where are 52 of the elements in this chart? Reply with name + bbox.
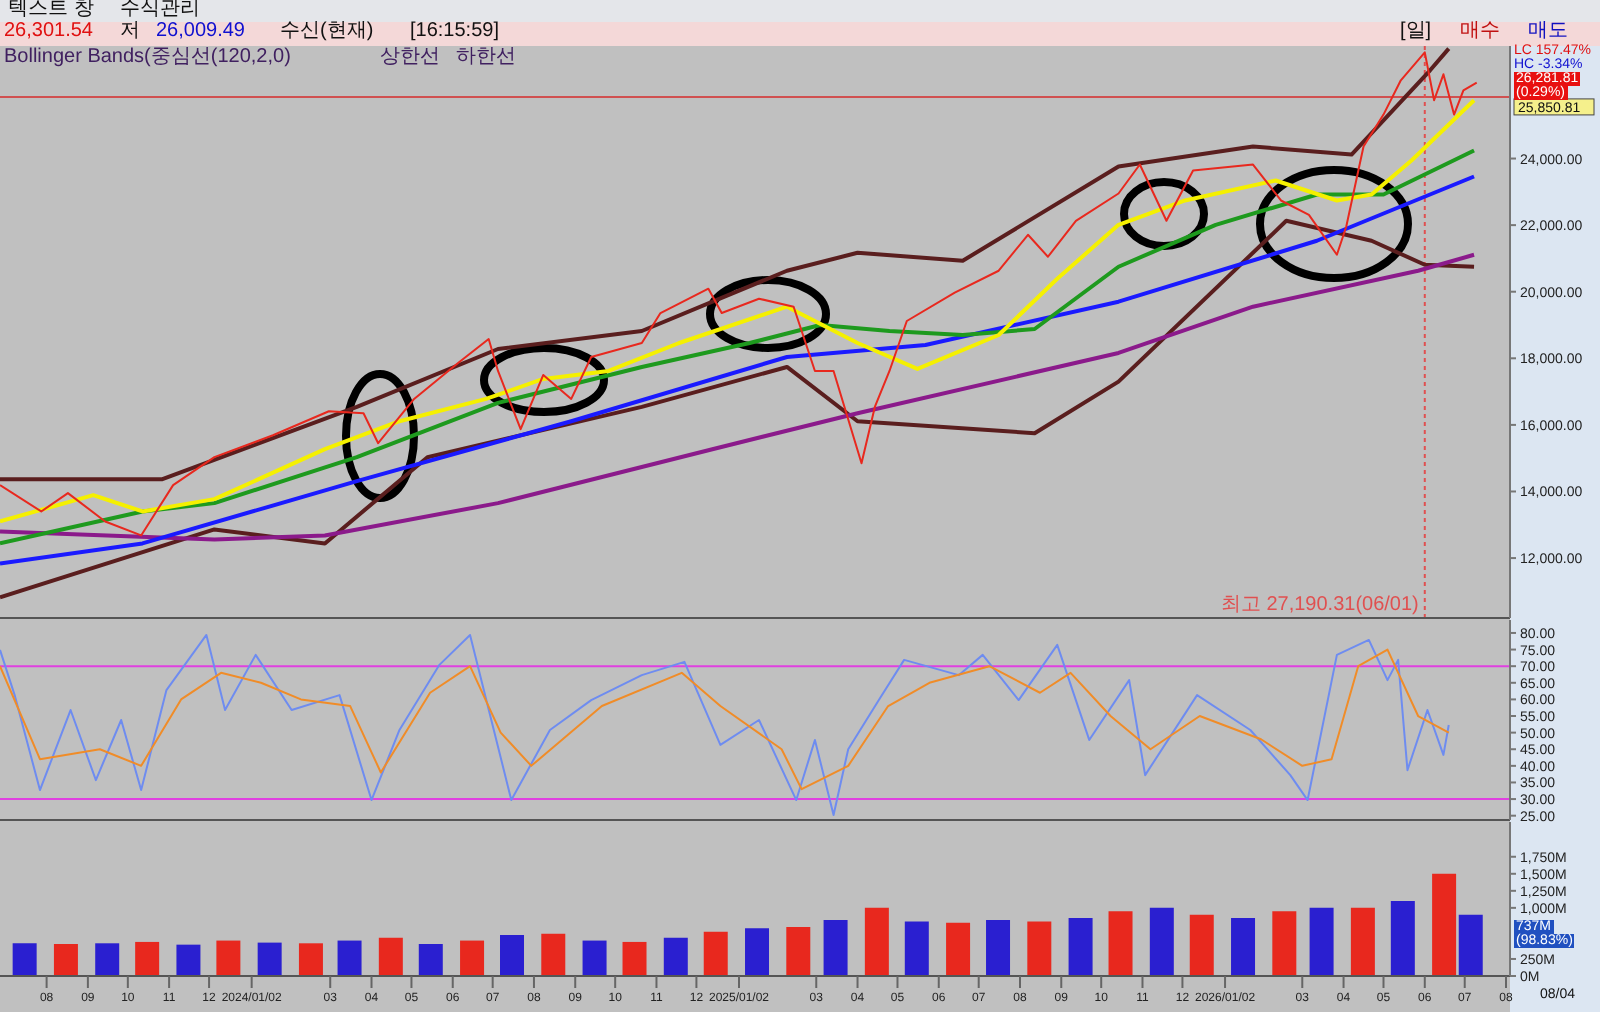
line-series	[0, 648, 1450, 791]
bar	[1189, 914, 1214, 976]
bar	[904, 921, 929, 976]
bar	[663, 937, 688, 976]
bar	[1390, 901, 1415, 976]
bar	[1350, 907, 1375, 976]
annotation: Bollinger Bands(중심선(120,2,0)	[4, 46, 291, 68]
bar	[298, 943, 323, 976]
bar	[460, 940, 485, 976]
bar	[864, 907, 889, 976]
text: 매도	[1528, 20, 1568, 42]
text: 수신(현재)	[280, 20, 374, 42]
line-series	[0, 252, 1477, 542]
bar	[176, 944, 201, 976]
bar	[703, 931, 728, 976]
bar	[257, 942, 282, 976]
bar	[53, 943, 78, 976]
bar	[1068, 918, 1093, 976]
bar	[946, 922, 971, 976]
bar	[12, 943, 37, 976]
bar	[1027, 921, 1052, 976]
bar	[1432, 873, 1457, 976]
bar	[1108, 911, 1133, 976]
bar	[1231, 918, 1256, 976]
bar	[1309, 907, 1334, 976]
bar	[500, 935, 525, 976]
bar	[823, 920, 848, 976]
text: 저	[120, 20, 140, 42]
bar	[582, 940, 607, 976]
bar	[1272, 911, 1297, 976]
bar	[541, 933, 566, 976]
bar	[1458, 914, 1483, 976]
annotation: 하한선	[456, 46, 516, 68]
text: [일]	[1400, 20, 1432, 42]
bar	[1149, 907, 1174, 976]
text: [16:15:59]	[410, 20, 499, 42]
bar	[337, 940, 362, 976]
bar	[786, 926, 811, 976]
text: 매수	[1460, 20, 1500, 42]
bar	[418, 943, 443, 976]
ref-line-label: 최고 27,190.31(06/01)	[1220, 594, 1419, 616]
text: 26,301.54	[4, 20, 93, 42]
bar	[622, 941, 647, 976]
bar	[378, 937, 403, 976]
bar	[135, 941, 160, 976]
line-series	[0, 633, 1450, 817]
bar	[745, 928, 770, 976]
bar	[986, 920, 1011, 976]
text: 26,009.49	[156, 20, 245, 42]
annotation: 상한선	[380, 46, 440, 68]
bar	[95, 943, 120, 976]
bar	[216, 940, 241, 976]
